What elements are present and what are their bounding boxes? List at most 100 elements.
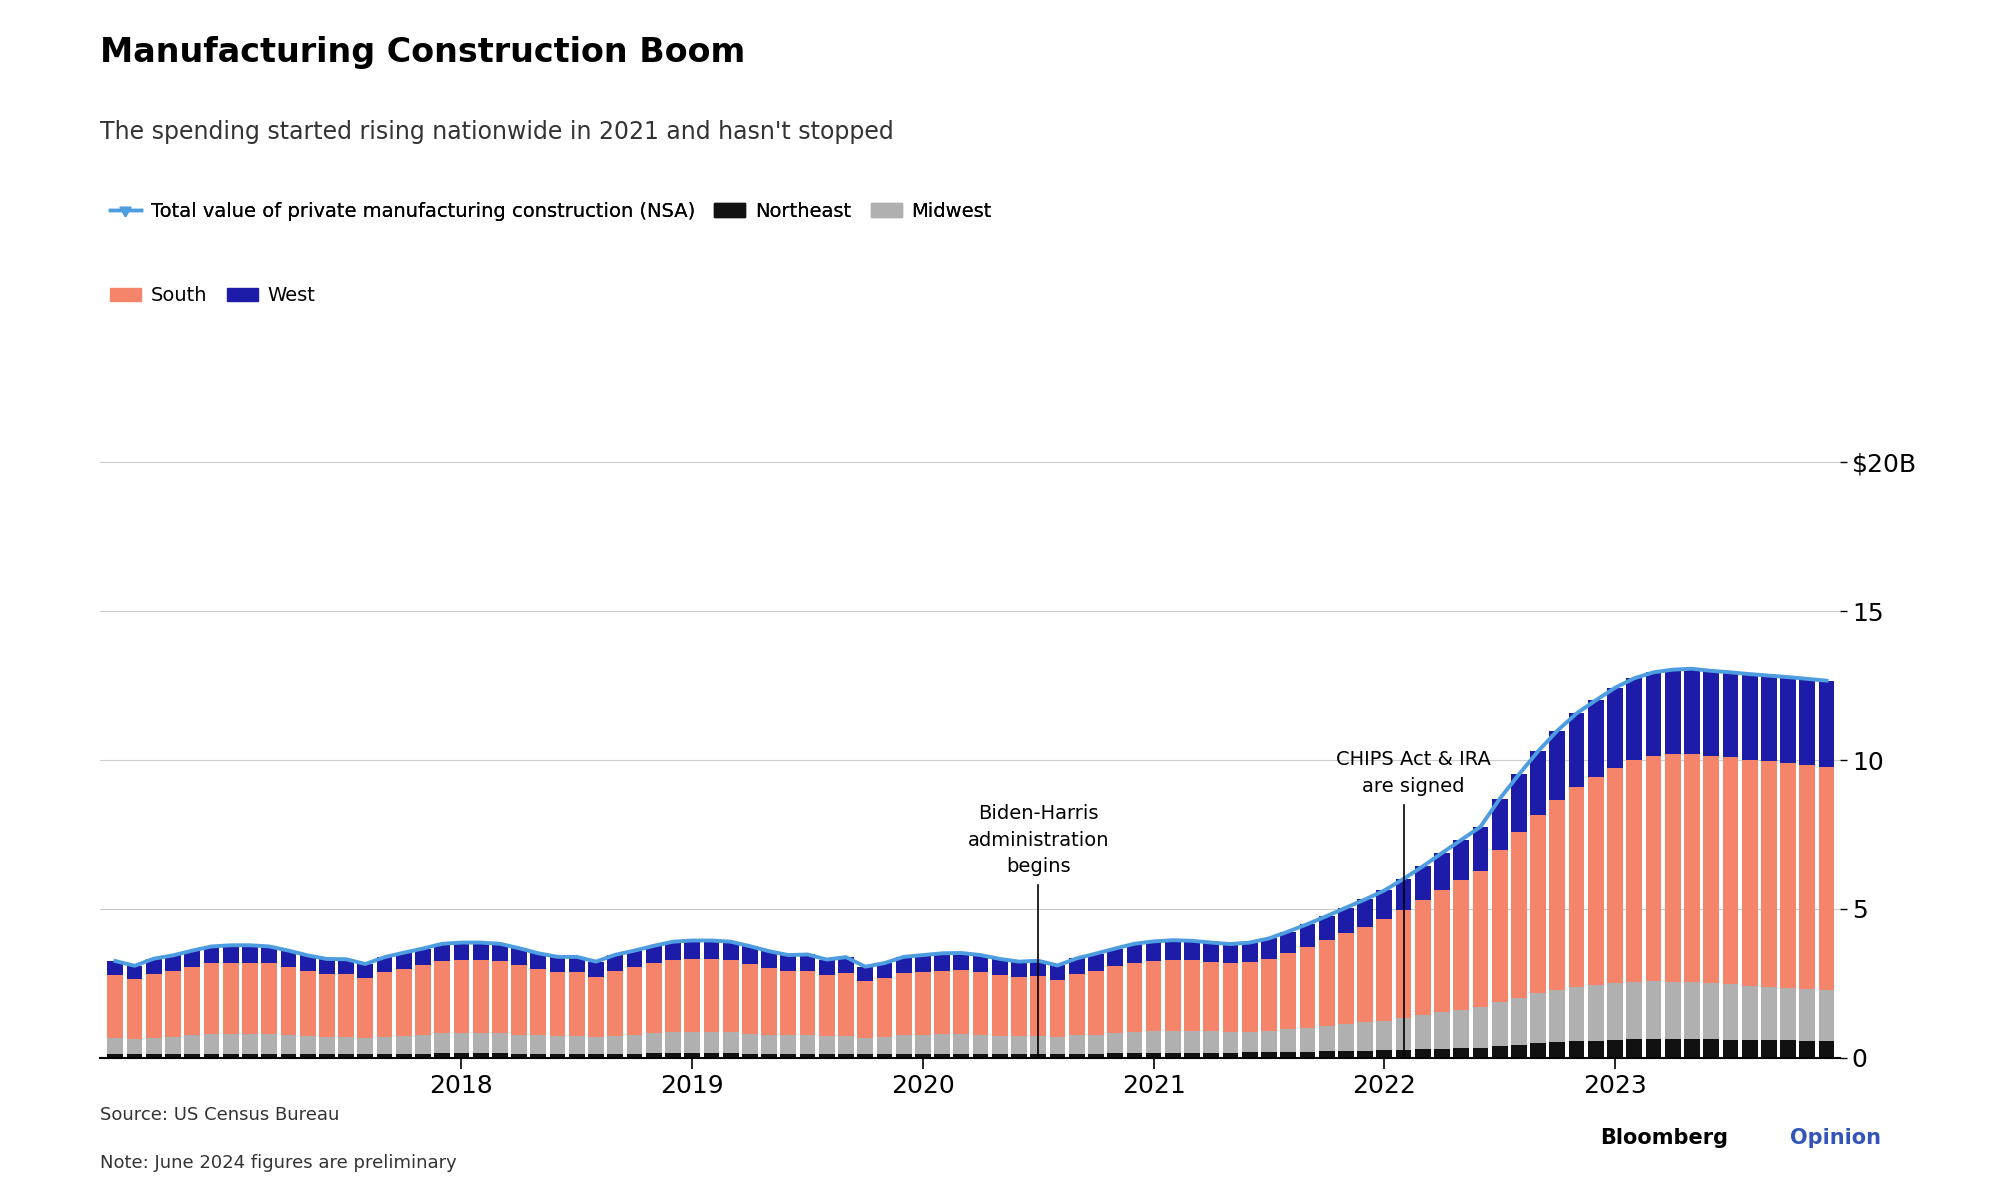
- Bar: [1262, 1030, 1276, 1052]
- Bar: [626, 968, 642, 1035]
- Bar: [722, 1053, 738, 1058]
- Bar: [646, 964, 662, 1034]
- Bar: [818, 959, 834, 975]
- Bar: [1800, 1041, 1816, 1058]
- Bar: [780, 1035, 796, 1054]
- Bar: [1550, 731, 1566, 801]
- Bar: [1434, 889, 1450, 1012]
- Bar: [1722, 984, 1738, 1040]
- Bar: [972, 1035, 988, 1054]
- Bar: [1088, 1054, 1104, 1058]
- Bar: [204, 946, 220, 964]
- Bar: [434, 962, 450, 1034]
- Bar: [762, 1035, 776, 1054]
- Bar: [1434, 1049, 1450, 1058]
- Bar: [512, 1035, 528, 1054]
- Bar: [1146, 1053, 1162, 1058]
- Bar: [742, 964, 758, 1034]
- Bar: [1164, 1053, 1180, 1058]
- Bar: [1626, 678, 1642, 760]
- Bar: [434, 1053, 450, 1058]
- Bar: [1068, 958, 1084, 975]
- Bar: [588, 962, 604, 976]
- Bar: [954, 1054, 970, 1058]
- Bar: [204, 964, 220, 1034]
- Bar: [1338, 933, 1354, 1024]
- Bar: [262, 1034, 278, 1054]
- Bar: [704, 1033, 720, 1053]
- Bar: [1300, 924, 1316, 947]
- Text: Manufacturing Construction Boom: Manufacturing Construction Boom: [100, 36, 746, 69]
- Bar: [1164, 940, 1180, 960]
- Bar: [1568, 787, 1584, 987]
- Bar: [300, 971, 316, 1036]
- Bar: [1608, 768, 1622, 983]
- Bar: [1300, 1028, 1316, 1052]
- Bar: [876, 1054, 892, 1058]
- Legend: South, West: South, West: [110, 286, 316, 305]
- Bar: [1818, 680, 1834, 767]
- Bar: [1050, 1054, 1066, 1058]
- Bar: [858, 981, 874, 1037]
- Bar: [338, 974, 354, 1037]
- Bar: [1626, 1040, 1642, 1058]
- Bar: [1588, 776, 1604, 986]
- Bar: [1108, 1033, 1124, 1053]
- Bar: [1338, 1051, 1354, 1058]
- Bar: [992, 959, 1008, 975]
- Bar: [1222, 944, 1238, 963]
- Bar: [1818, 990, 1834, 1041]
- Bar: [1664, 670, 1680, 754]
- Bar: [818, 1054, 834, 1058]
- Bar: [1780, 677, 1796, 763]
- Bar: [108, 975, 124, 1037]
- Bar: [1414, 900, 1430, 1014]
- Bar: [684, 959, 700, 1033]
- Bar: [626, 1054, 642, 1058]
- Bar: [1068, 1035, 1084, 1054]
- Bar: [1454, 880, 1470, 1010]
- Bar: [184, 1035, 200, 1054]
- Bar: [684, 1033, 700, 1053]
- Bar: [1262, 959, 1276, 1030]
- Bar: [1704, 1040, 1720, 1058]
- Bar: [1030, 1054, 1046, 1058]
- Bar: [338, 959, 354, 974]
- Bar: [222, 963, 238, 1034]
- Bar: [1492, 799, 1508, 850]
- Bar: [434, 944, 450, 962]
- Bar: [896, 1054, 912, 1058]
- Bar: [1704, 671, 1720, 756]
- Bar: [704, 1053, 720, 1058]
- Text: The spending started rising nationwide in 2021 and hasn't stopped: The spending started rising nationwide i…: [100, 120, 894, 144]
- Bar: [1800, 679, 1816, 766]
- Bar: [300, 1054, 316, 1058]
- Bar: [1760, 676, 1776, 761]
- Bar: [1396, 1051, 1412, 1058]
- Bar: [1608, 688, 1622, 768]
- Bar: [568, 1054, 584, 1058]
- Bar: [1222, 1031, 1238, 1053]
- Bar: [1184, 1053, 1200, 1058]
- Bar: [262, 1054, 278, 1058]
- Bar: [1376, 891, 1392, 920]
- Bar: [1108, 948, 1124, 966]
- Bar: [1626, 760, 1642, 982]
- Bar: [1588, 1041, 1604, 1058]
- Bar: [1126, 944, 1142, 963]
- Bar: [568, 972, 584, 1036]
- Bar: [1742, 1040, 1758, 1058]
- Bar: [1050, 981, 1066, 1037]
- Bar: [550, 957, 566, 972]
- Bar: [722, 941, 738, 960]
- Bar: [280, 966, 296, 1035]
- Bar: [1780, 763, 1796, 988]
- Bar: [1242, 942, 1258, 962]
- Bar: [550, 1036, 566, 1054]
- Bar: [1780, 1041, 1796, 1058]
- Bar: [108, 1037, 124, 1054]
- Bar: [1722, 757, 1738, 984]
- Bar: [1012, 1036, 1026, 1054]
- Bar: [376, 957, 392, 972]
- Bar: [146, 974, 162, 1037]
